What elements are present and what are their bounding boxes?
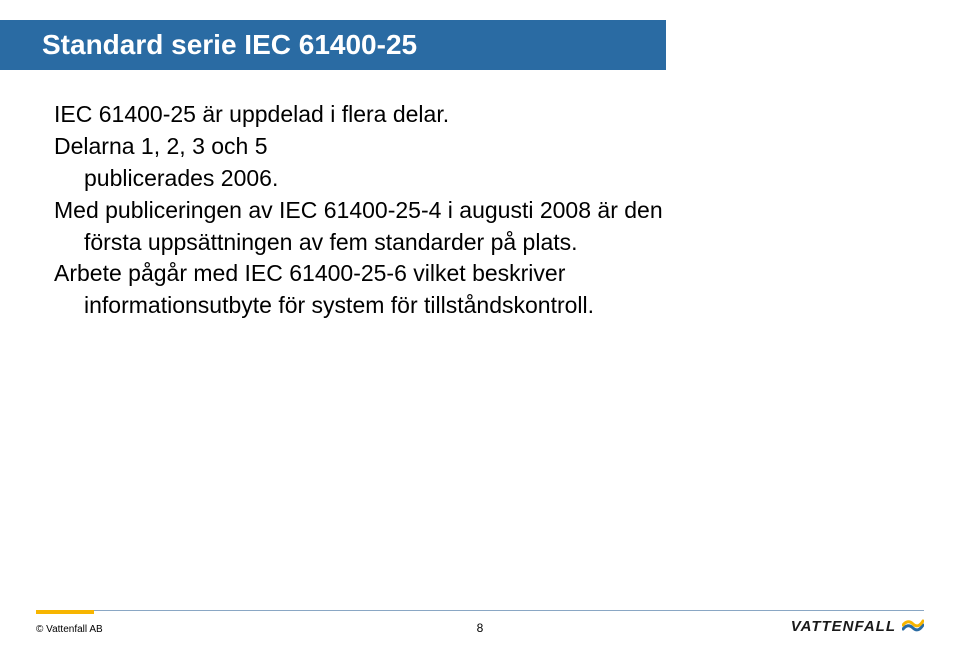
slide: Standard serie IEC 61400-25 IEC 61400-25… [0,0,960,649]
logo-mark-icon [902,615,924,637]
body-line-indent: första uppsättningen av fem standarder p… [54,228,884,258]
logo-text: VATTENFALL [791,618,896,635]
body-line: Med publiceringen av IEC 61400-25-4 i au… [54,196,884,226]
body-line: Arbete pågår med IEC 61400-25-6 vilket b… [54,259,884,289]
vattenfall-logo: VATTENFALL [791,615,924,637]
footer-accent [36,610,94,614]
body-line-indent: publicerades 2006. [54,164,884,194]
page-number: 8 [477,621,484,635]
body-line: IEC 61400-25 är uppdelad i flera delar. [54,100,884,130]
copyright-text: © Vattenfall AB [36,624,103,635]
footer-divider [36,610,924,611]
body-line: Delarna 1, 2, 3 och 5 [54,132,884,162]
title-bar: Standard serie IEC 61400-25 [0,20,666,70]
slide-body: IEC 61400-25 är uppdelad i flera delar. … [54,100,884,323]
slide-title: Standard serie IEC 61400-25 [42,29,417,61]
body-line-indent: informationsutbyte för system för tillst… [54,291,884,321]
